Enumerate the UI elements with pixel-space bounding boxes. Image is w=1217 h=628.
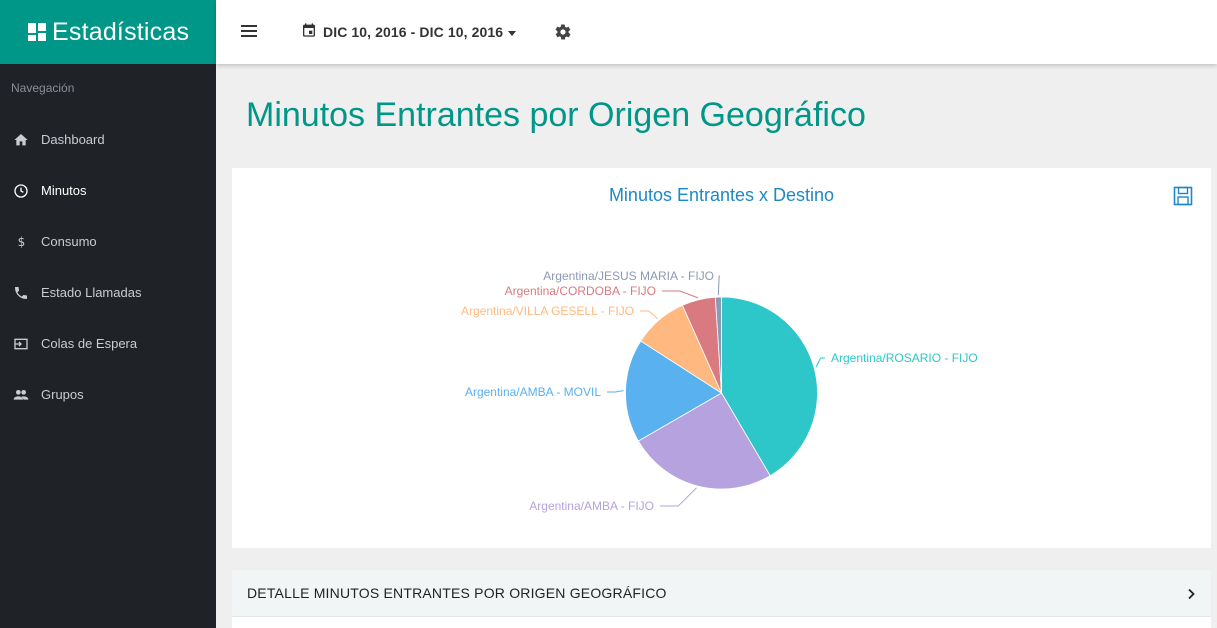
slice-label: Argentina/AMBA - FIJO	[529, 499, 654, 513]
queue-icon	[12, 335, 30, 353]
pie-slice[interactable]	[714, 296, 722, 394]
sidebar-item-label: Consumo	[41, 234, 97, 249]
home-icon	[12, 131, 30, 149]
dashboard-logo-icon	[28, 23, 46, 41]
label-leader-line	[660, 487, 697, 507]
sidebar-item-label: Estado Llamadas	[41, 285, 142, 300]
slice-label: Argentina/JESUS MARIA - FIJO	[543, 269, 714, 283]
nav-heading: Navegación	[11, 81, 75, 95]
date-range-picker[interactable]: DIC 10, 2016 - DIC 10, 2016	[301, 20, 517, 44]
topbar: DIC 10, 2016 - DIC 10, 2016	[216, 0, 1217, 64]
sidebar-item-label: Grupos	[41, 387, 84, 402]
dollar-icon: $	[12, 233, 30, 251]
label-leader-line	[815, 357, 825, 368]
label-leader-line	[607, 390, 624, 393]
chart-card: Argentina/ROSARIO - FIJO Argentina/AMBA -…	[232, 168, 1211, 548]
calendar-icon	[301, 22, 317, 43]
pie-slice[interactable]	[721, 296, 818, 477]
slice-label: Argentina/VILLA GESELL - FIJO	[461, 304, 634, 318]
clock-icon	[12, 182, 30, 200]
sidebar-item-minutos[interactable]: Minutos	[0, 165, 216, 216]
chevron-right-icon	[1185, 587, 1197, 600]
chart-title: Minutos Entrantes x Destino	[608, 185, 835, 205]
gear-icon[interactable]	[554, 23, 572, 41]
brand-header[interactable]: Estadísticas	[0, 0, 216, 64]
label-leader-line	[640, 310, 659, 319]
page-title: Minutos Entrantes por Origen Geográfico	[246, 96, 866, 134]
label-leader-line	[662, 290, 699, 299]
save-image-icon[interactable]	[1173, 186, 1193, 206]
detail-panel-title: DETALLE MINUTOS ENTRANTES POR ORIGEN GEO…	[247, 585, 667, 601]
menu-icon[interactable]	[240, 22, 258, 40]
sidebar-item-label: Minutos	[41, 183, 87, 198]
pie-slice[interactable]	[637, 392, 771, 490]
pie-slice[interactable]	[625, 340, 723, 442]
slice-label: Argentina/AMBA - MOVIL	[465, 385, 601, 399]
sidebar-item-label: Colas de Espera	[41, 336, 138, 351]
sidebar-item-label: Dashboard	[41, 132, 105, 147]
detail-panel-header[interactable]: DETALLE MINUTOS ENTRANTES POR ORIGEN GEO…	[232, 570, 1211, 617]
svg-text:$: $	[18, 235, 26, 249]
group-icon	[12, 386, 30, 404]
sidebar-item-dashboard[interactable]: Dashboard	[0, 114, 216, 165]
pie-chart: Argentina/ROSARIO - FIJO Argentina/AMBA -…	[461, 269, 978, 513]
detail-panel-body	[232, 617, 1211, 628]
sidebar-item-colas-de-espera[interactable]: Colas de Espera	[0, 318, 216, 369]
phone-icon	[12, 284, 30, 302]
sidebar: Estadísticas Navegación Dashboard Minuto…	[0, 0, 216, 628]
date-range-label: DIC 10, 2016 - DIC 10, 2016	[323, 24, 504, 40]
label-leader-line	[717, 275, 720, 296]
slice-label: Argentina/ROSARIO - FIJO	[831, 351, 978, 365]
slice-label: Argentina/CORDOBA - FIJO	[505, 284, 656, 298]
sidebar-item-grupos[interactable]: Grupos	[0, 369, 216, 420]
sidebar-item-estado-llamadas[interactable]: Estado Llamadas	[0, 267, 216, 318]
sidebar-item-consumo[interactable]: $ Consumo	[0, 216, 216, 267]
brand-title: Estadísticas	[52, 17, 190, 46]
chevron-down-icon	[508, 30, 517, 36]
